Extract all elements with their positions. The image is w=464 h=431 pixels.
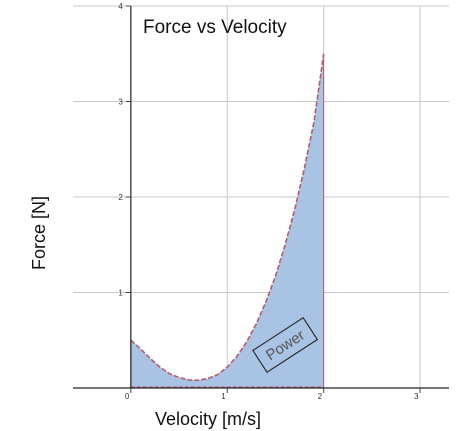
axes [73, 5, 449, 393]
tick-labels: 0 1 2 3 1 2 3 4 [118, 2, 419, 401]
y-tick-label: 2 [118, 193, 123, 202]
series-line [130, 53, 325, 382]
y-tick-label: 3 [118, 98, 123, 107]
y-tick-label: 1 [118, 289, 123, 298]
area-series [130, 53, 325, 388]
x-axis-title: Velocity [m/s] [155, 409, 261, 429]
y-axis-title: Force [N] [29, 196, 49, 270]
y-tick-label: 4 [118, 2, 123, 11]
x-tick-label: 1 [221, 392, 226, 401]
x-tick-label: 2 [318, 392, 323, 401]
x-tick-label: 3 [414, 392, 419, 401]
x-tick-label: 0 [125, 392, 130, 401]
power-annotation-box [252, 317, 319, 374]
chart-title: Force vs Velocity [143, 17, 287, 38]
area-fill [130, 53, 324, 388]
